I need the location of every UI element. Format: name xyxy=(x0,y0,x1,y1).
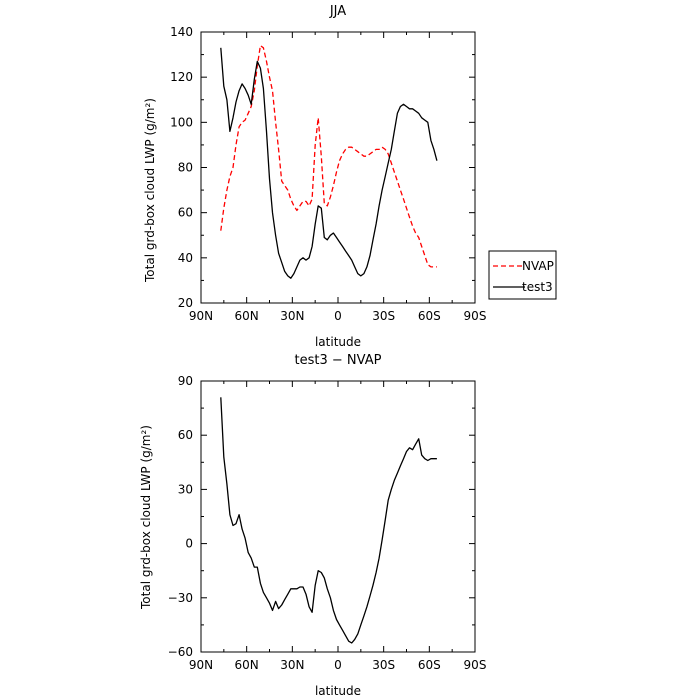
bottom-plot-title: test3 − NVAP xyxy=(295,353,382,368)
bottom-y-axis-label: Total grd-box cloud LWP (g/m²) xyxy=(139,425,153,610)
bottom-x-tick-label: 30N xyxy=(280,658,304,672)
bottom-series-line-diff xyxy=(220,397,437,644)
bottom-x-tick-label: 90S xyxy=(464,658,487,672)
top-y-tick-label: 20 xyxy=(178,296,193,310)
top-x-tick-label: 60N xyxy=(235,309,259,323)
bottom-y-tick-label: 0 xyxy=(185,537,193,551)
top-x-tick-label: 30S xyxy=(372,309,395,323)
bottom-y-tick-label: 30 xyxy=(178,482,193,496)
legend-box xyxy=(488,250,557,300)
bottom-plot-axes: 90N 60N 30N 0 30S 60S 90S −60 −30 0 30 60 90 xyxy=(168,374,487,672)
legend-label-test3: test3 xyxy=(522,280,553,294)
bottom-x-tick-label: 30S xyxy=(372,658,395,672)
legend: NVAP test3 xyxy=(488,250,557,300)
bottom-plot-frame xyxy=(200,380,476,653)
bottom-y-tick-label: 60 xyxy=(178,428,193,442)
top-y-axis-label: Total grd-box cloud LWP (g/m²) xyxy=(143,98,157,283)
bottom-panel: test3 − NVAP 90N 60N 30N 0 30S 60S 90S −60 −30 0 3… xyxy=(139,353,486,698)
bottom-x-tick-label: 90N xyxy=(189,658,213,672)
top-y-tick-label: 120 xyxy=(170,70,193,84)
top-panel: JJA 90N 60N 30N 0 30S 60S 90S 20 40 60 80 100 120 140… xyxy=(143,4,486,349)
top-series-line-nvap xyxy=(220,44,437,268)
bottom-x-tick-label: 60N xyxy=(235,658,259,672)
top-y-tick-label: 80 xyxy=(178,161,193,175)
top-plot-axes: 90N 60N 30N 0 30S 60S 90S 20 40 60 80 100 120 140 xyxy=(170,25,486,323)
top-x-tick-label: 90N xyxy=(189,309,213,323)
top-x-axis-label: latitude xyxy=(315,335,361,349)
top-plot-title: JJA xyxy=(329,4,346,19)
top-x-tick-label: 30N xyxy=(280,309,304,323)
top-series-line-test3 xyxy=(220,47,438,279)
top-x-tick-label: 0 xyxy=(334,309,342,323)
bottom-plot-series xyxy=(220,397,437,644)
bottom-x-tick-label: 60S xyxy=(418,658,441,672)
top-y-tick-label: 40 xyxy=(178,251,193,265)
bottom-x-axis-label: latitude xyxy=(315,684,361,698)
top-x-tick-label: 90S xyxy=(464,309,487,323)
top-x-tick-label: 60S xyxy=(418,309,441,323)
top-plot-series xyxy=(220,44,438,279)
top-y-tick-label: 60 xyxy=(178,206,193,220)
bottom-y-tick-label: −60 xyxy=(168,645,193,659)
top-y-tick-label: 140 xyxy=(170,25,193,39)
bottom-x-tick-label: 0 xyxy=(334,658,342,672)
top-y-tick-label: 100 xyxy=(170,115,193,129)
bottom-y-tick-label: 90 xyxy=(178,374,193,388)
legend-label-nvap: NVAP xyxy=(522,259,554,273)
bottom-y-tick-label: −30 xyxy=(168,591,193,605)
